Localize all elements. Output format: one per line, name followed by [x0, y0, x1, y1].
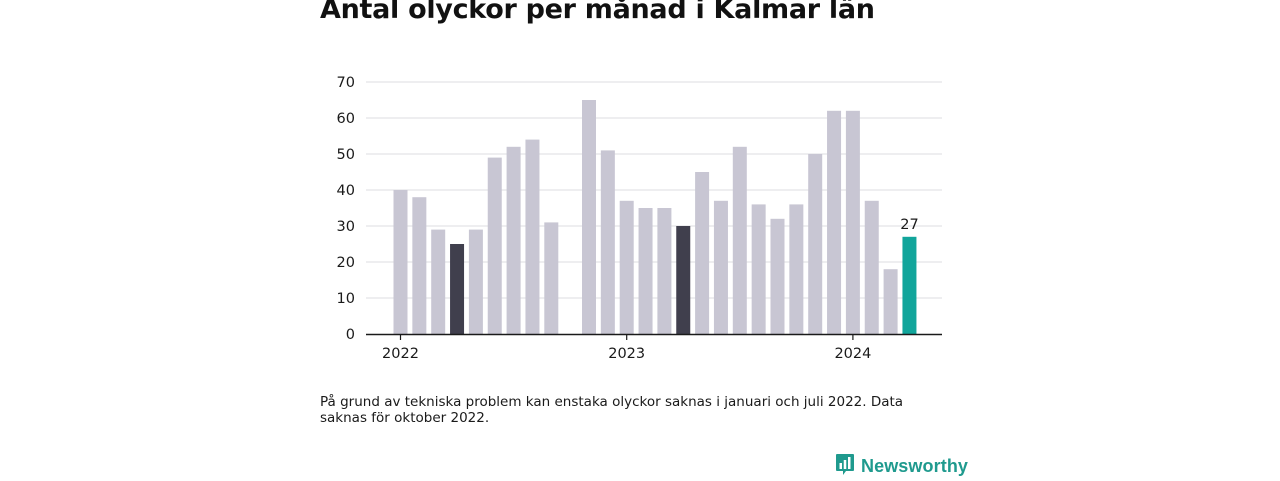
bar [751, 204, 766, 334]
bar [544, 222, 559, 334]
bar [789, 204, 804, 334]
bar [487, 157, 502, 334]
bar [713, 200, 728, 334]
bar-chart: 0 10 20 30 40 50 60 70 27 2022 2023 2024 [337, 75, 942, 362]
footnote: På grund av tekniska problem kan enstaka… [320, 394, 904, 426]
brand-logo[interactable]: Newsworthy [835, 453, 968, 479]
bar [827, 110, 842, 334]
x-tick-label: 2022 [382, 346, 419, 362]
bar [506, 146, 521, 334]
y-tick-label: 50 [337, 147, 355, 163]
bar [393, 190, 408, 334]
bar [638, 208, 653, 334]
bar [695, 172, 710, 334]
data-label: 27 [900, 217, 918, 233]
bar [808, 154, 823, 334]
y-tick-label: 40 [337, 183, 355, 199]
bar [525, 139, 540, 334]
y-tick-label: 0 [346, 327, 355, 343]
bar [657, 208, 672, 334]
y-tick-label: 60 [337, 111, 355, 127]
bar [845, 110, 860, 334]
y-tick-label: 70 [337, 75, 355, 91]
bar [676, 226, 691, 334]
bar [450, 244, 465, 334]
bar [468, 229, 483, 334]
bar-chart-speech-icon [835, 451, 855, 481]
bar [431, 229, 446, 334]
bar [732, 146, 747, 334]
chart-title: Antal olyckor per månad i Kalmar län [320, 0, 875, 25]
bar [582, 100, 596, 334]
x-tick-label: 2023 [608, 346, 645, 362]
y-tick-label: 30 [337, 219, 355, 235]
bar [600, 150, 615, 334]
bar [770, 218, 785, 334]
brand-name: Newsworthy [861, 455, 969, 476]
bar [619, 200, 634, 334]
bar [902, 236, 917, 334]
x-tick-label: 2024 [834, 346, 871, 362]
bar [883, 269, 898, 334]
bar [864, 200, 879, 334]
bar [412, 197, 427, 334]
y-tick-label: 10 [337, 291, 355, 307]
y-tick-label: 20 [337, 255, 355, 271]
